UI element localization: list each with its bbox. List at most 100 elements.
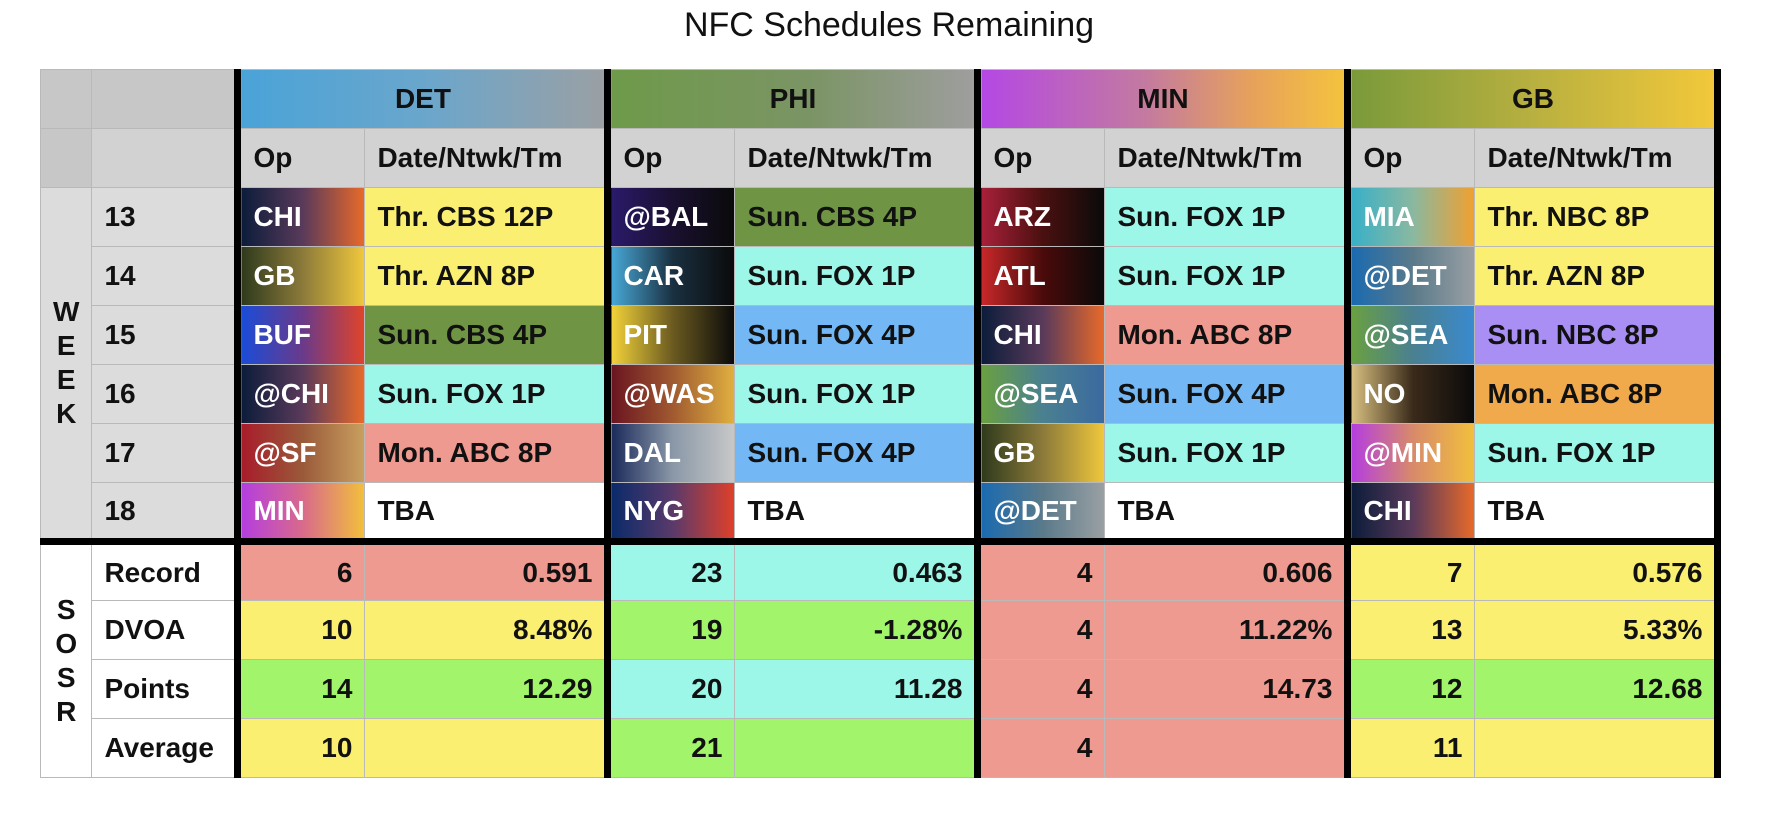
week-row: 14 GB Thr. AZN 8P CAR Sun. FOX 1P ATL Sun. FOX… [41, 246, 1722, 306]
opponent-cell: @WAS [604, 364, 736, 424]
opponent-cell: CAR [604, 246, 736, 306]
game-slot-cell: Sun. FOX 1P [734, 246, 979, 306]
game-slot-cell: Sun. CBS 4P [734, 187, 979, 247]
game-slot-cell: Sun. FOX 1P [734, 364, 979, 424]
sosr-rank-cell: 7 [1344, 538, 1476, 601]
game-slot-cell: Sun. NBC 8P [1474, 305, 1722, 365]
sosr-rank-cell: 10 [234, 718, 366, 778]
team-header-row: DET PHI MIN GB [39, 69, 1722, 129]
game-slot-cell: Mon. ABC 8P [1474, 364, 1722, 424]
sosr-metric-label: Average [91, 718, 239, 778]
week-row: 15 BUF Sun. CBS 4P PIT Sun. FOX 4P CHI Mon. AB… [41, 305, 1722, 365]
sosr-metric-label: Record [91, 538, 239, 601]
opponent-cell: @DET [974, 482, 1106, 542]
opponent-cell: ARZ [974, 187, 1106, 247]
op-header: Op [604, 128, 736, 188]
opponent-cell: PIT [604, 305, 736, 365]
sosr-rank-cell: 23 [604, 538, 736, 601]
game-slot-cell: TBA [1474, 482, 1722, 542]
op-header: Op [1344, 128, 1476, 188]
opponent-cell: CHI [974, 305, 1106, 365]
game-slot-cell: Sun. FOX 4P [1104, 364, 1349, 424]
sosr-value-cell: 14.73 [1104, 659, 1349, 719]
opponent-cell: GB [234, 246, 366, 306]
game-slot-cell: Thr. AZN 8P [364, 246, 609, 306]
game-slot-cell: Mon. ABC 8P [1104, 305, 1349, 365]
week-row: 16 @CHI Sun. FOX 1P @WAS Sun. FOX 1P @SEA Sun.… [41, 364, 1722, 424]
opponent-cell: @MIN [1344, 423, 1476, 483]
opponent-cell: GB [974, 423, 1106, 483]
sosr-rank-cell: 11 [1344, 718, 1476, 778]
team-header-det: DET [234, 69, 609, 129]
corner-cell [39, 69, 93, 129]
opponent-cell: ATL [974, 246, 1106, 306]
week-number: 18 [91, 482, 239, 542]
opponent-cell: @SEA [1344, 305, 1476, 365]
game-slot-cell: Sun. FOX 1P [1104, 187, 1349, 247]
date-header: Date/Ntwk/Tm [1104, 128, 1349, 188]
sosr-row: DVOA 10 8.48% 19 -1.28% 4 11.22% 13 5.33% [41, 600, 1722, 660]
opponent-cell: CHI [234, 187, 366, 247]
week-number: 14 [91, 246, 239, 306]
opponent-cell: MIN [234, 482, 366, 542]
game-slot-cell: TBA [1104, 482, 1349, 542]
date-header: Date/Ntwk/Tm [1474, 128, 1722, 188]
sosr-value-cell: 8.48% [364, 600, 609, 660]
opponent-cell: @SEA [974, 364, 1106, 424]
sosr-metric-label: DVOA [91, 600, 239, 660]
opponent-cell: CHI [1344, 482, 1476, 542]
game-slot-cell: Sun. FOX 1P [1474, 423, 1722, 483]
team-header-gb: GB [1344, 69, 1722, 129]
opponent-cell: @DET [1344, 246, 1476, 306]
sosr-row: Average 10 21 4 11 [41, 718, 1722, 778]
opponent-cell: NO [1344, 364, 1476, 424]
opponent-cell: @SF [234, 423, 366, 483]
opponent-cell: MIA [1344, 187, 1476, 247]
opponent-cell: BUF [234, 305, 366, 365]
sosr-value-cell: 0.576 [1474, 538, 1722, 601]
sosr-value-cell: 11.22% [1104, 600, 1349, 660]
sosr-rank-cell: 4 [974, 718, 1106, 778]
sosr-row: Points 14 12.29 20 11.28 4 14.73 12 12.68 [41, 659, 1722, 719]
sub-header-row: Op Date/Ntwk/Tm Op Date/Ntwk/Tm Op Date/Ntwk/… [39, 128, 1722, 188]
week-row: 18 MIN TBA NYG TBA @DET TBA CHI TBA [41, 482, 1722, 542]
sosr-value-cell: -1.28% [734, 600, 979, 660]
sosr-value-cell: 0.463 [734, 538, 979, 601]
sosr-rank-cell: 14 [234, 659, 366, 719]
sosr-rank-cell: 4 [974, 600, 1106, 660]
sosr-row: SOSR Record 6 0.591 23 0.463 4 0.606 7 0.576 [39, 538, 1722, 778]
sosr-value-cell: 0.606 [1104, 538, 1349, 601]
week-row: 17 @SF Mon. ABC 8P DAL Sun. FOX 4P GB Sun. FOX… [41, 423, 1722, 483]
opponent-cell: @CHI [234, 364, 366, 424]
corner-cell [91, 128, 239, 188]
sosr-value-cell [1474, 718, 1722, 778]
sosr-label: SOSR [39, 538, 93, 778]
date-header: Date/Ntwk/Tm [734, 128, 979, 188]
op-header: Op [974, 128, 1106, 188]
opponent-cell: @BAL [604, 187, 736, 247]
sosr-value-cell [1104, 718, 1349, 778]
game-slot-cell: Sun. FOX 1P [1104, 246, 1349, 306]
game-slot-cell: Sun. FOX 1P [1104, 423, 1349, 483]
game-slot-cell: Thr. AZN 8P [1474, 246, 1722, 306]
game-slot-cell: TBA [364, 482, 609, 542]
sosr-value-cell [734, 718, 979, 778]
game-slot-cell: Sun. FOX 4P [734, 423, 979, 483]
game-slot-cell: Thr. CBS 12P [364, 187, 609, 247]
sosr-rank-cell: 13 [1344, 600, 1476, 660]
sosr-value-cell: 11.28 [734, 659, 979, 719]
game-slot-cell: Sun. FOX 1P [364, 364, 609, 424]
sosr-value-cell: 12.29 [364, 659, 609, 719]
sosr-rank-cell: 12 [1344, 659, 1476, 719]
team-header-phi: PHI [604, 69, 979, 129]
sosr-value-cell [364, 718, 609, 778]
sosr-value-cell: 0.591 [364, 538, 609, 601]
date-header: Date/Ntwk/Tm [364, 128, 609, 188]
sosr-rank-cell: 4 [974, 538, 1106, 601]
week-label: WEEK [39, 187, 93, 542]
corner-cell [91, 69, 239, 129]
sosr-rank-cell: 21 [604, 718, 736, 778]
sosr-value-cell: 12.68 [1474, 659, 1722, 719]
op-header: Op [234, 128, 366, 188]
week-number: 16 [91, 364, 239, 424]
